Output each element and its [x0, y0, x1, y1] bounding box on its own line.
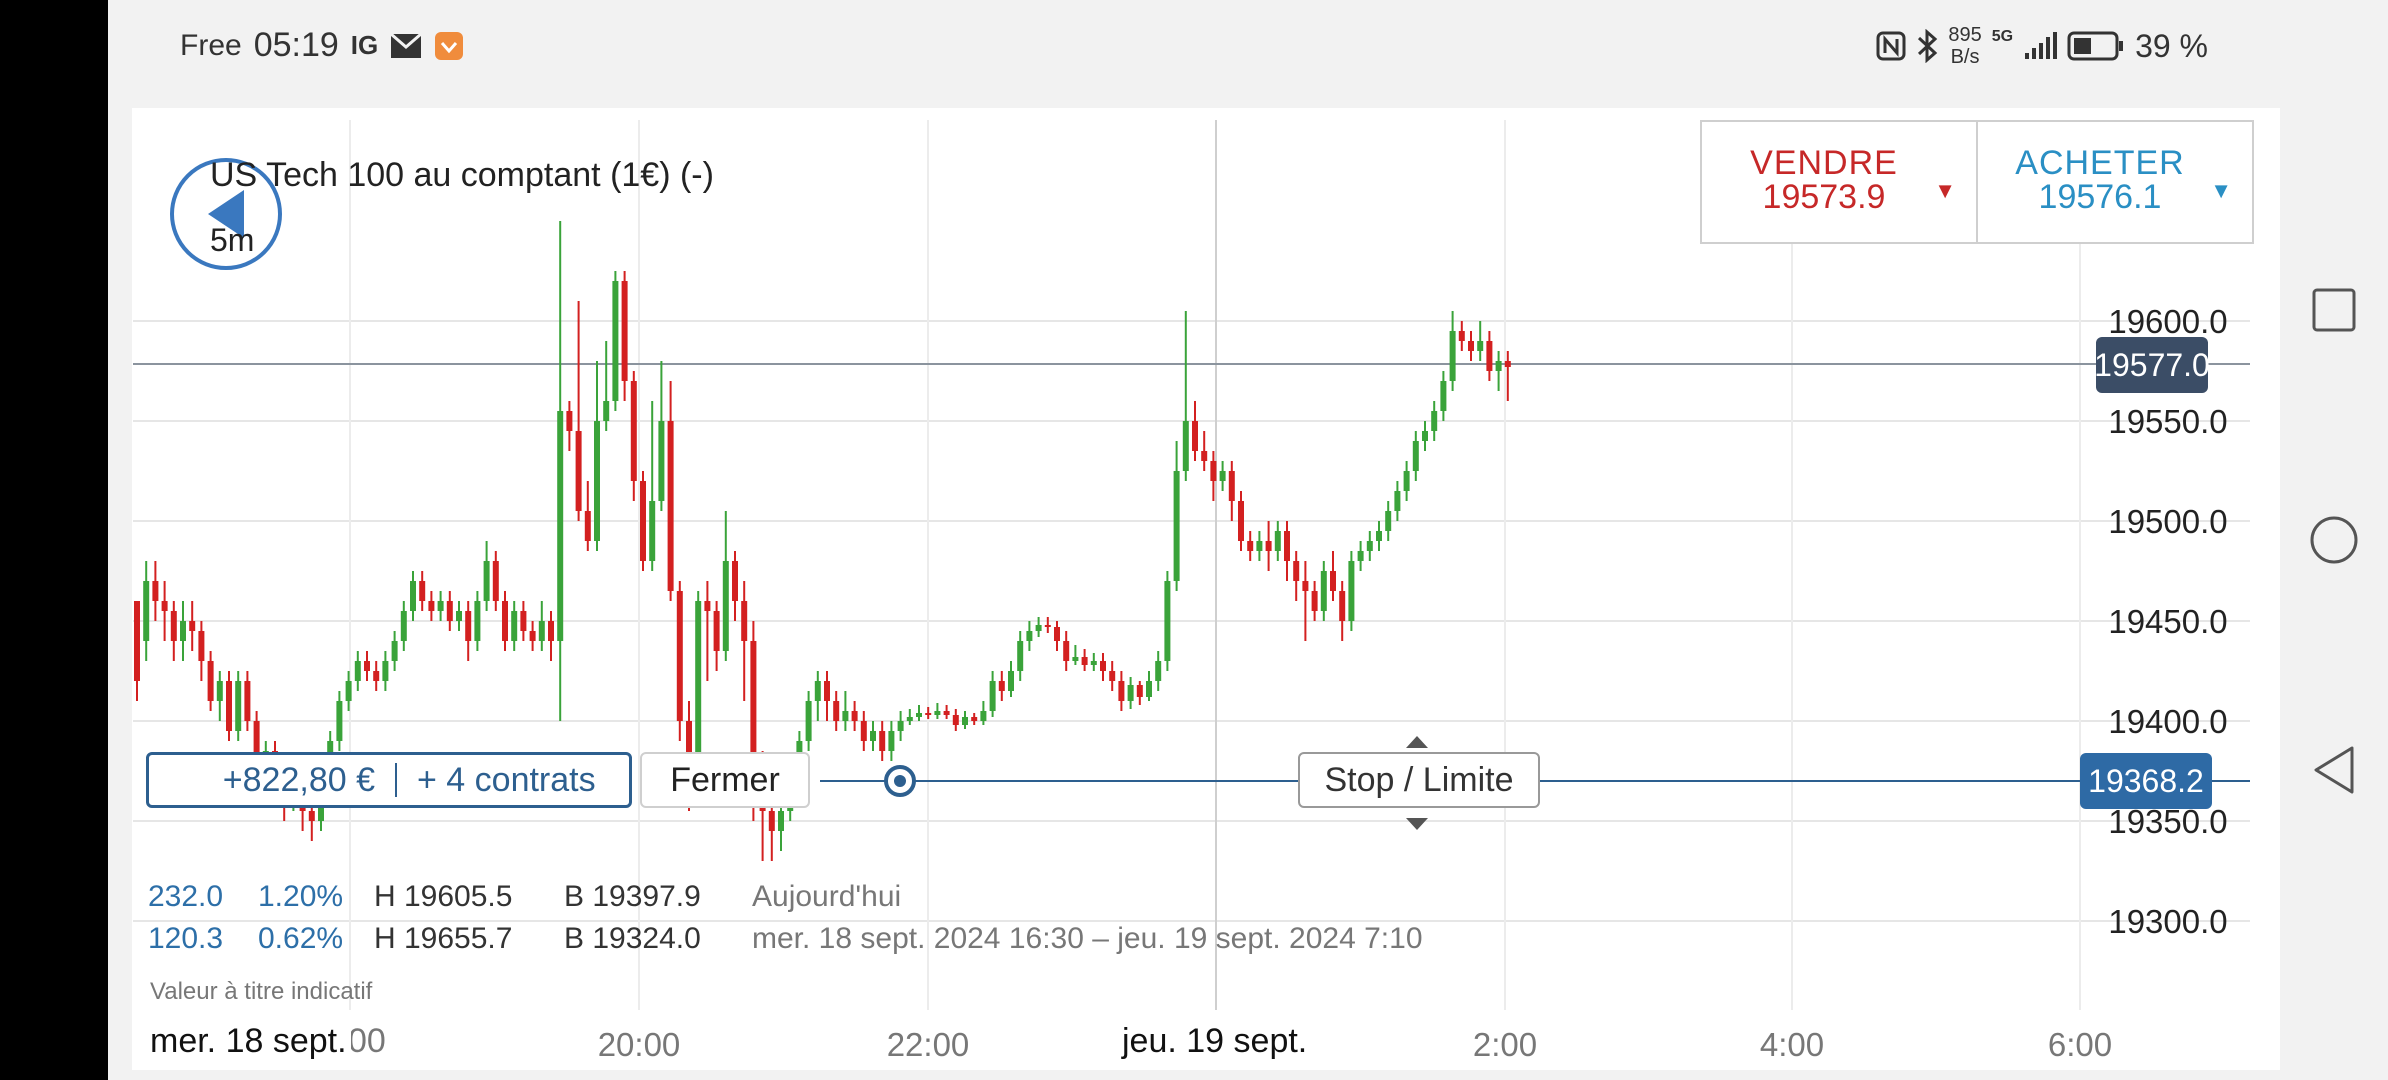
sell-button[interactable]: VENDRE 19573.9 ▼	[1702, 122, 1976, 242]
sell-caret-icon: ▼	[1934, 178, 1956, 203]
ig-badge: IG	[350, 30, 379, 60]
low-today: B 19397.9	[564, 880, 701, 913]
back-arrow-icon	[208, 190, 244, 238]
recent-apps-icon[interactable]	[2310, 286, 2358, 334]
x-partial-tick: 00	[348, 1022, 386, 1061]
nfc-icon	[1876, 31, 1906, 61]
network-type: 5G	[1991, 28, 2014, 45]
high-range: H 19655.7	[374, 922, 513, 955]
network-speed: 895 B/s	[1948, 24, 1982, 68]
pct-range: 0.62%	[258, 922, 344, 955]
position-box[interactable]: +822,80 € + 4 contrats	[146, 752, 632, 808]
date-label-day1: mer. 18 sept.	[146, 1022, 351, 1061]
clock: 05:19	[253, 26, 339, 64]
battery-icon	[2067, 31, 2124, 61]
buy-price: 19576.1	[2038, 178, 2162, 216]
bluetooth-icon	[1918, 29, 1938, 63]
period-today: Aujourd'hui	[752, 880, 902, 913]
close-position-button[interactable]: Fermer	[640, 752, 810, 808]
carrier-label: Free	[180, 28, 242, 62]
period-range: mer. 18 sept. 2024 16:30 – jeu. 19 sept.…	[752, 922, 1423, 955]
stop-limit-button[interactable]: Stop / Limite	[1298, 752, 1540, 808]
chart-panel[interactable]	[132, 108, 2280, 1070]
change-today: 232.0	[148, 880, 224, 913]
sell-price: 19573.9	[1762, 178, 1886, 216]
system-nav-bar	[2280, 0, 2388, 1080]
back-nav-icon[interactable]	[2310, 744, 2358, 796]
low-range: B 19324.0	[564, 922, 701, 955]
trade-box: VENDRE 19573.9 ▼ ACHETER 19576.1 ▼	[1700, 120, 2254, 244]
home-icon[interactable]	[2308, 514, 2360, 566]
buy-label: ACHETER	[2015, 144, 2185, 182]
instrument-title: US Tech 100 au comptant (1€) (-)	[210, 156, 714, 194]
signal-icon	[2025, 32, 2058, 59]
pct-today: 1.20%	[258, 880, 344, 913]
back-button[interactable]	[170, 158, 282, 270]
sell-label: VENDRE	[1750, 144, 1898, 182]
interval-selector[interactable]: 5m	[210, 222, 255, 258]
disclaimer: Valeur à titre indicatif	[150, 978, 373, 1005]
battery-level: 39 %	[2135, 27, 2208, 64]
entry-price-tag: 19368.2	[2080, 753, 2212, 809]
position-pnl: +822,80 €	[222, 760, 375, 799]
change-range: 120.3	[148, 922, 224, 955]
position-separator	[395, 763, 397, 797]
shield-app-icon	[435, 31, 464, 60]
status-right: 895 B/s 5G 39 %	[1876, 24, 2208, 68]
status-bar: Free 05:19 IG 895 B/s 5G 39 %	[108, 0, 2280, 96]
buy-caret-icon: ▼	[2210, 178, 2232, 203]
mail-icon	[390, 32, 423, 58]
status-left: Free 05:19 IG	[180, 26, 464, 65]
high-today: H 19605.5	[374, 880, 513, 913]
buy-button[interactable]: ACHETER 19576.1 ▼	[1976, 122, 2252, 242]
position-contracts: + 4 contrats	[417, 760, 596, 799]
current-price-tag: 19577.0	[2094, 337, 2210, 393]
date-label-day2: jeu. 19 sept.	[1118, 1022, 1312, 1061]
